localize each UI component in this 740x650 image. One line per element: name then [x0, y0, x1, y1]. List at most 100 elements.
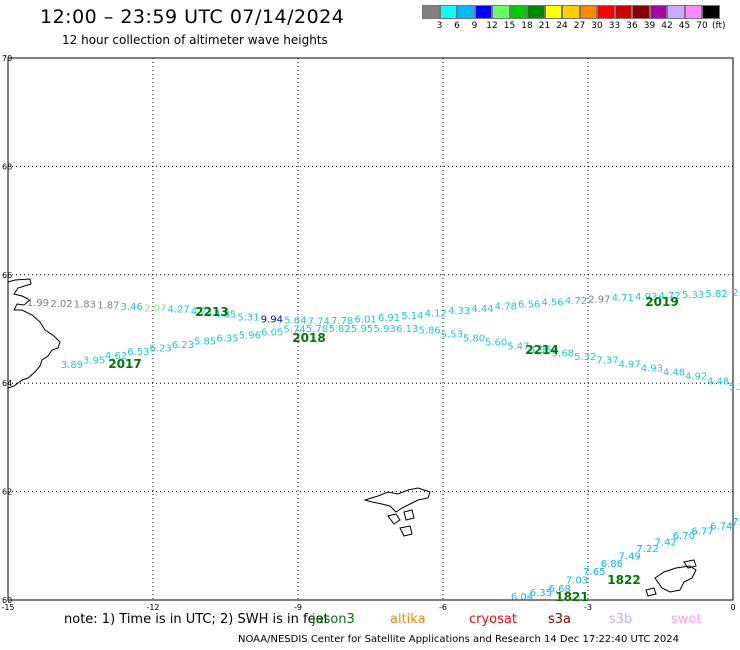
wave-height-value: 5.33	[682, 290, 704, 301]
latitude-label: 68	[2, 162, 12, 171]
wave-height-value: 5.82	[705, 289, 727, 300]
satellite-legend-entry: jason3	[312, 612, 355, 627]
wave-height-value: 6.04	[511, 592, 533, 603]
wave-height-value: 5.80	[463, 334, 485, 345]
latitude-label: 66	[2, 271, 12, 280]
shetland-islands	[645, 559, 697, 597]
wave-height-value: 4.48	[663, 367, 685, 378]
graticule	[8, 58, 733, 600]
color-scale-label: 36	[626, 21, 638, 31]
wave-height-value: 4.27	[167, 305, 189, 316]
wave-height-value: 5.95	[351, 324, 373, 335]
wave-height-value: 4.95	[529, 345, 551, 356]
wave-height-tracks: 3.89 3.95 4.62 6.53 6.23 6.23 5.85 6.35 5.96 6.05…	[27, 288, 740, 603]
wave-height-value: 5.64	[284, 316, 306, 327]
color-scale-unit: (ft)	[712, 21, 726, 31]
wave-height-value: 7.1	[732, 517, 740, 528]
wave-height-value: 7.74	[308, 317, 330, 328]
color-swatch	[474, 5, 492, 19]
wave-height-value: 4.97	[619, 359, 641, 370]
wave-height-value: 4.93	[641, 363, 663, 374]
color-swatch	[422, 5, 440, 19]
pass-time-label: 2017	[108, 357, 141, 371]
color-swatch	[702, 5, 720, 19]
color-scale-label: 3	[436, 21, 443, 31]
wave-height-value: 4.71	[612, 293, 634, 304]
wave-height-value: 1.87	[97, 301, 119, 312]
color-swatch	[579, 5, 597, 19]
wave-height-value: 4.85	[214, 309, 236, 320]
color-scale-label: 6	[454, 21, 460, 31]
wave-height-value: 5.93	[374, 324, 396, 335]
color-swatch	[527, 5, 545, 19]
color-scale-label: 21	[538, 21, 551, 31]
wave-height-value: 6.74	[710, 522, 732, 533]
wave-height-value: 4.93	[635, 292, 657, 303]
wave-height-value: 5.74	[283, 325, 305, 336]
wave-height-value: 4.44	[471, 304, 493, 315]
wave-height-value: 5.82	[328, 324, 350, 335]
color-swatch	[614, 5, 632, 19]
wave-height-value: 6.05	[261, 328, 283, 339]
color-swatch	[562, 5, 580, 19]
wave-height-value: 7.03	[566, 575, 588, 586]
wave-height-value: 2.02	[50, 299, 72, 310]
longitude-label: -6	[439, 603, 447, 612]
pass-time-label: 2213	[195, 305, 228, 319]
map-frame	[7, 57, 734, 601]
wave-height-value: 4.12	[425, 308, 447, 319]
wave-height-value: 6.70	[673, 531, 695, 542]
satellite-legend-entry: altika	[390, 612, 426, 627]
wave-height-value: 4.56	[541, 298, 563, 309]
wave-height-value: 6.56	[518, 300, 540, 311]
wave-height-value: 5.21	[729, 382, 740, 393]
color-swatch	[457, 5, 475, 19]
pass-time-label: 2018	[292, 331, 325, 345]
wave-height-value: 4.48	[707, 377, 729, 388]
color-swatch	[597, 5, 615, 19]
satellite-legend-entry: s3b	[609, 612, 633, 627]
wave-height-value: 6.35	[216, 333, 238, 344]
wave-height-value: 9.94	[261, 315, 283, 326]
wave-height-value: 1.99	[27, 298, 49, 309]
wave-height-value: 7.42	[654, 537, 676, 548]
wave-height-value: 4.92	[685, 371, 707, 382]
wave-height-value: 5.96	[239, 331, 261, 342]
wave-height-value: 6.35	[530, 588, 552, 599]
wave-height-value: 5.14	[401, 311, 423, 322]
wave-height-value: 7.37	[596, 355, 618, 366]
wave-height-value: 6.91	[378, 313, 400, 324]
color-scale-label: 12	[486, 21, 498, 31]
color-scale-label: 9	[471, 21, 478, 31]
wave-height-value: 7.22	[636, 544, 658, 555]
map-title: 12:00 – 23:59 UTC 07/14/2024	[40, 6, 345, 28]
satellite-legend-entry: s3a	[548, 612, 572, 627]
wave-height-value: 5.85	[194, 336, 216, 347]
longitude-label: 0	[730, 603, 735, 612]
color-swatch	[492, 5, 510, 19]
wave-height-value: 7.49	[619, 551, 641, 562]
wave-height-value: 5.47	[507, 342, 529, 353]
wave-height-value: 6.77	[691, 526, 713, 537]
wave-height-value: 6.13	[396, 324, 418, 335]
wave-height-value: 2.1	[732, 288, 740, 299]
color-scale-label: 42	[661, 21, 673, 31]
color-scale-label: 70	[696, 21, 708, 31]
wave-height-value: 4.78	[495, 302, 517, 313]
iceland-coastline	[7, 278, 61, 389]
latitude-label: 70	[2, 54, 12, 63]
wave-height-value: 2.97	[588, 295, 610, 306]
color-swatch	[509, 5, 527, 19]
color-scale-label: 15	[503, 21, 516, 31]
color-scale-label: 45	[678, 21, 691, 31]
pass-time-label: 1821	[555, 590, 588, 604]
satellite-legend-entry: swot	[671, 612, 702, 627]
color-scale-label: 24	[556, 21, 568, 31]
color-swatch	[439, 5, 457, 19]
wave-height-value: 1.83	[74, 300, 96, 311]
longitude-label: -15	[1, 603, 14, 612]
pass-time-label: 2019	[645, 295, 678, 309]
longitude-label: -9	[294, 603, 302, 612]
color-swatch	[684, 5, 702, 19]
